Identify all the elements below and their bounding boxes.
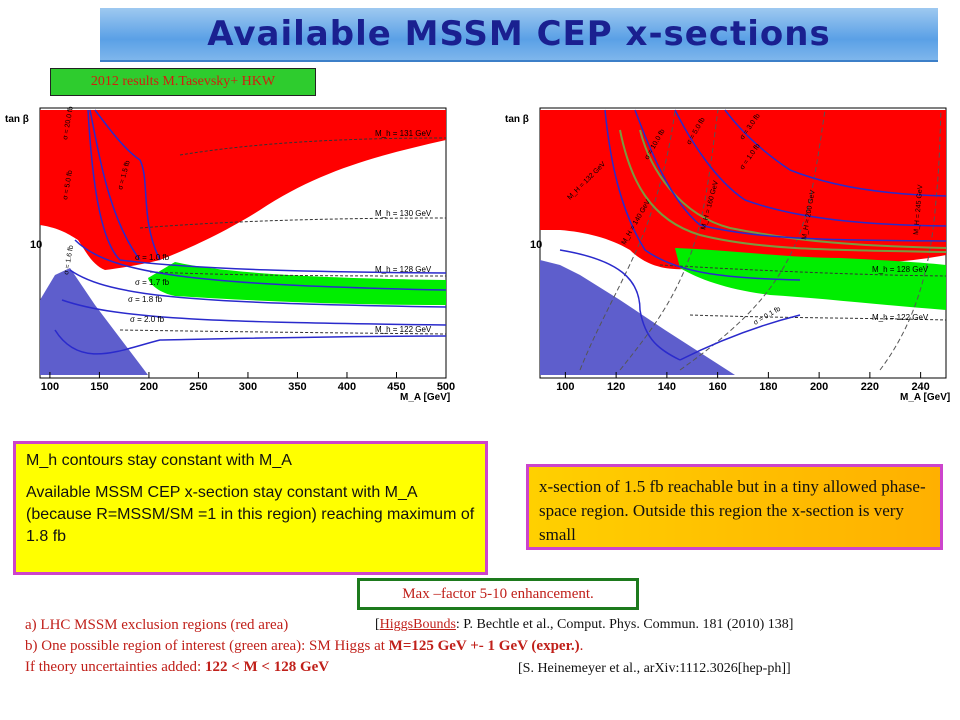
right-plot: M_h = 128 GeV M_h = 122 GeV M_H = 132 Ge…: [505, 107, 950, 403]
right-xsec-contour-6: [679, 314, 801, 361]
right-xlabel: M_A [GeV]: [900, 392, 950, 403]
left-ylabel: tan β: [5, 114, 29, 125]
right-mh128-contour: [659, 264, 947, 277]
page-title: Available MSSM CEP x-sections: [207, 14, 831, 54]
orange-note-box: x-section of 1.5 fb reachable but in a t…: [526, 464, 943, 550]
left-xtick-label-150: 150: [90, 381, 108, 393]
left-xticks: 100 150 200 250 300 350 400 450 500: [41, 372, 455, 393]
left-xsec-contour-2: [74, 239, 447, 291]
left-xsec-contour-3: [69, 269, 447, 308]
left-xtick-label-500: 500: [437, 381, 455, 393]
left-allowed-band: [148, 262, 446, 305]
ref-line-c: If theory uncertainties added: 122 < M <…: [25, 659, 329, 676]
right-xsec-contour-3: [674, 109, 947, 227]
right-xtick-label-200: 200: [810, 381, 828, 393]
left-xtick-label-250: 250: [189, 381, 207, 393]
left-mh-label-3: M_h = 128 GeV: [375, 265, 432, 274]
left-ytick-10: 10: [30, 239, 42, 251]
left-xsec-label-3: σ = 1.8 fb: [128, 295, 163, 304]
right-xsec-contour-1: [604, 109, 801, 281]
left-xsec-label-2: σ = 1.7 fb: [135, 278, 170, 287]
ref-line-a: a) LHC MSSM exclusion regions (red area): [25, 617, 288, 634]
right-ylabel: tan β: [505, 114, 529, 125]
left-xlabel: M_A [GeV]: [400, 392, 450, 403]
left-mh-label-2: M_h = 130 GeV: [375, 209, 432, 218]
left-mh122-contour: [119, 329, 447, 335]
max-enhancement-text: Max –factor 5-10 enhancement.: [402, 586, 594, 602]
right-mH140-contour: [579, 109, 676, 371]
ref-b-post: .: [579, 638, 584, 654]
left-xtick-label-450: 450: [387, 381, 405, 393]
ref-c-citation: [S. Heinemeyer et al., arXiv:1112.3026[h…: [518, 661, 791, 676]
right-xtick-label-240: 240: [911, 381, 929, 393]
right-mh-label-1: M_h = 128 GeV: [872, 265, 929, 274]
left-mh-label-1: M_h = 131 GeV: [375, 129, 432, 138]
ref-c-pre: If theory uncertainties added:: [25, 659, 205, 675]
title-bar: Available MSSM CEP x-sections: [100, 8, 938, 62]
yellow-note-line2: Available MSSM CEP x-section stay consta…: [26, 484, 475, 545]
ref-a-label: a) LHC MSSM exclusion regions (red area): [25, 617, 289, 633]
left-xsec-label-1: σ = 1.0 fb: [135, 253, 170, 262]
right-xtick-label-220: 220: [861, 381, 879, 393]
ref-a-citation: [HiggsBounds: P. Bechtle et al., Comput.…: [375, 617, 793, 633]
right-ytick-10: 10: [530, 239, 542, 251]
right-xticks: 100 120 140 160 180 200 220 240: [556, 372, 930, 393]
left-xsec-contour-6: [89, 109, 141, 261]
left-xtick-label-300: 300: [239, 381, 257, 393]
ref-b-pre: b) One possible region of interest (gree…: [25, 638, 389, 654]
right-mH160-contour: [619, 109, 719, 371]
left-xtick-label-200: 200: [140, 381, 158, 393]
right-xtick-label-180: 180: [759, 381, 777, 393]
left-plot: M_h = 131 GeV M_h = 130 GeV M_h = 128 Ge…: [5, 106, 455, 403]
max-enhancement-box: Max –factor 5-10 enhancement.: [357, 578, 639, 610]
right-mh-label-2: M_h = 122 GeV: [872, 313, 929, 322]
right-green-contour-1: [619, 129, 947, 253]
left-xsec-contour-4: [61, 299, 447, 326]
right-mH245-contour: [879, 109, 942, 371]
results-tag: 2012 results M.Tasevsky+ HKW: [50, 68, 316, 96]
left-low-region: [40, 268, 148, 375]
yellow-note-box: M_h contours stay constant with M_A Avai…: [13, 441, 488, 575]
left-xsec-label-4: σ = 2.0 fb: [130, 315, 165, 324]
right-low-region: [540, 260, 735, 375]
left-xsec-contour-5: [54, 329, 447, 355]
left-xtick-label-350: 350: [288, 381, 306, 393]
left-xtick-label-100: 100: [41, 381, 59, 393]
left-mh-label-4: M_h = 122 GeV: [375, 325, 432, 334]
left-mh131-contour: [179, 137, 447, 156]
right-xtick-label-120: 120: [607, 381, 625, 393]
yellow-note-line1: M_h contours stay constant with M_A: [26, 452, 292, 469]
right-mh122-contour: [689, 314, 947, 321]
ref-b-bold: M=125 GeV +- 1 GeV (exper.): [388, 638, 580, 654]
left-excluded-region: [40, 110, 446, 270]
right-excluded-region: [540, 110, 946, 270]
right-xtick-label-140: 140: [658, 381, 676, 393]
ref-line-b: b) One possible region of interest (gree…: [25, 638, 583, 655]
left-xtick-label-400: 400: [338, 381, 356, 393]
right-green-contour-2: [639, 129, 947, 249]
left-xsec-contour-1: [87, 109, 447, 274]
right-xsec-contour-4: [724, 109, 947, 197]
ref-a-pre: [: [375, 617, 380, 632]
right-xtick-label-100: 100: [556, 381, 574, 393]
right-xsec-contour-2: [634, 109, 947, 242]
ref-a-post: : P. Bechtle et al., Comput. Phys. Commu…: [455, 617, 794, 632]
ref-c-bold: 122 < M < 128 GeV: [204, 659, 330, 675]
orange-note-text: x-section of 1.5 fb reachable but in a t…: [539, 477, 926, 544]
right-xsec-contour-5: [559, 249, 681, 361]
right-mH200-contour: [679, 109, 826, 371]
higgsbounds-link[interactable]: HiggsBounds: [379, 617, 456, 632]
right-mH-label-5: M_H = 245 GeV: [913, 184, 924, 235]
right-allowed-band: [675, 248, 946, 310]
right-xtick-label-160: 160: [708, 381, 726, 393]
left-xsec-contour-7: [94, 109, 161, 261]
